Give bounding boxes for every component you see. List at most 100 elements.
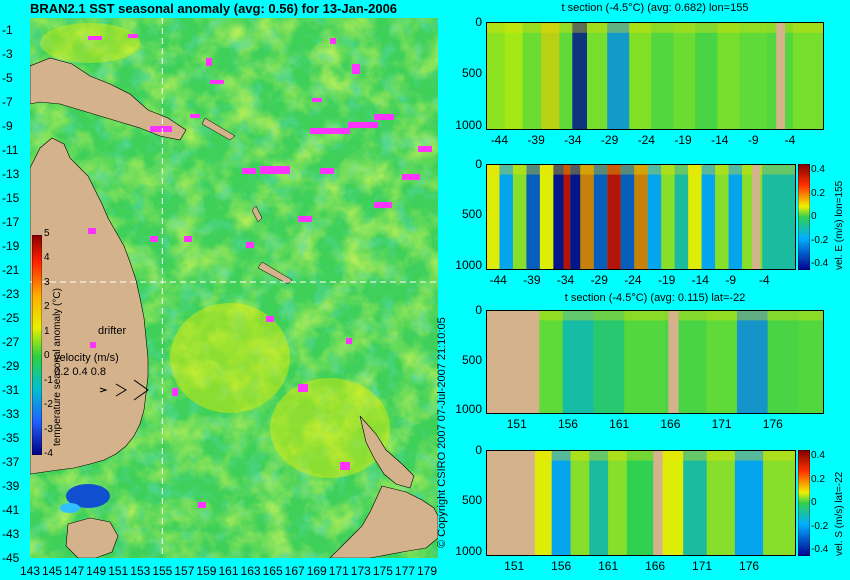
section-column [553, 164, 564, 270]
lat-label: -37 [2, 455, 20, 469]
panel-xtick: -24 [637, 133, 655, 147]
colorbar-tick: 0.4 [811, 450, 825, 461]
panel-xtick: -39 [523, 273, 541, 287]
lat-label: -39 [2, 479, 20, 493]
section-column [559, 22, 573, 130]
colorbar-tick: 0.2 [811, 473, 825, 485]
colorbar-tick: 5 [44, 228, 50, 239]
section-column [512, 164, 527, 270]
section-column [522, 22, 542, 130]
panel-ytick: 0 [475, 443, 482, 457]
section-column [607, 22, 630, 130]
lat-label: -9 [2, 119, 13, 133]
lat-label: -35 [2, 431, 20, 445]
section-column [683, 450, 707, 556]
lat-label: -41 [2, 503, 20, 517]
cool-anomaly [60, 503, 80, 513]
lat-label: -25 [2, 311, 20, 325]
section-column [587, 22, 608, 130]
panel-xtick: 156 [557, 417, 578, 431]
panel-xtick: -34 [564, 133, 582, 147]
land-mask [776, 22, 786, 130]
lon-label: 143 [20, 564, 41, 578]
section-column [608, 450, 627, 556]
panel-xtick: 151 [506, 417, 527, 431]
panel-plot [486, 310, 824, 414]
section-column [589, 450, 609, 556]
legend-velocity-title: velocity (m/s) [54, 352, 119, 364]
lat-label: -29 [2, 359, 20, 373]
colorbar-tick: 1 [44, 325, 50, 337]
panel-xtick: -9 [747, 133, 759, 147]
section-column [570, 450, 590, 556]
lon-label: 159 [196, 564, 217, 578]
section-column [551, 450, 571, 556]
map-colorbar [32, 235, 42, 455]
lon-label: 167 [284, 564, 305, 578]
land-nz-north [359, 415, 415, 489]
panel-xtick: -44 [490, 133, 509, 147]
panel-plot [486, 22, 824, 130]
lat-label: -31 [2, 383, 20, 397]
section-column [792, 22, 824, 130]
panel-colorbar-label: vel. E (m/s) lon=155 [834, 180, 845, 270]
section-column [562, 310, 594, 414]
surface-band [486, 310, 824, 321]
colorbar-tick: -1 [44, 374, 53, 386]
section-column [526, 164, 540, 270]
drifter-legend-swatch [90, 342, 96, 348]
velocity-legend-arrows [99, 379, 149, 401]
panel-xtick: 151 [504, 559, 525, 573]
section-column [706, 450, 735, 556]
panel-frame [486, 22, 824, 130]
land-mask [486, 450, 535, 556]
panel-ytick: 1000 [455, 402, 482, 417]
section-column [504, 22, 523, 130]
lat-label: -21 [2, 263, 20, 277]
lat-label: -15 [2, 191, 20, 205]
section-column [739, 22, 768, 130]
panel-xtick: -14 [691, 273, 709, 287]
map-colorbar-label: temperature seasonal anomaly (°C) [52, 288, 63, 446]
lat-label: -11 [2, 143, 19, 157]
panel-xtick: 161 [609, 417, 630, 431]
section-column [647, 164, 662, 270]
colorbar-tick: -4 [44, 448, 53, 459]
panel-frame [486, 164, 796, 270]
lat-label: -43 [2, 527, 20, 541]
panel-colorbar-label: vel. S (m/s) lat=-22 [834, 471, 845, 556]
lon-label: 157 [174, 564, 195, 578]
section-column [734, 450, 764, 556]
lon-label: 151 [108, 564, 129, 578]
warm-anomaly [170, 303, 290, 413]
panel-frame [486, 310, 824, 414]
main-title: BRAN2.1 SST seasonal anomaly (avg: 0.56)… [30, 1, 398, 16]
lat-label: -7 [2, 95, 13, 109]
section-column [695, 22, 718, 130]
lat-label: -33 [2, 407, 20, 421]
colorbar-tick: 0 [811, 497, 817, 508]
colorbar-tick: -0.2 [811, 234, 829, 246]
section-column [798, 310, 824, 414]
panel-frame [486, 450, 796, 556]
section-column [674, 164, 689, 270]
section-column [572, 22, 588, 130]
section-column [763, 450, 796, 556]
lon-label: 161 [218, 564, 239, 578]
land-new-caledonia [257, 261, 293, 285]
panel-xtick: 161 [598, 559, 619, 573]
colorbar-tick: -0.2 [811, 520, 829, 532]
section-column [728, 164, 743, 270]
panel-ytick: 1000 [455, 117, 482, 132]
section-column [499, 164, 513, 270]
land-new-guinea [30, 57, 187, 141]
colorbar-tick: -0.4 [811, 258, 829, 269]
section-column [762, 164, 796, 270]
section-column [717, 22, 740, 130]
land-tasmania [65, 517, 119, 558]
lat-label: -5 [2, 71, 13, 85]
section-column [634, 164, 648, 270]
section-column [629, 22, 652, 130]
cool-anomaly [66, 484, 110, 508]
panel-xtick: -14 [711, 133, 729, 147]
